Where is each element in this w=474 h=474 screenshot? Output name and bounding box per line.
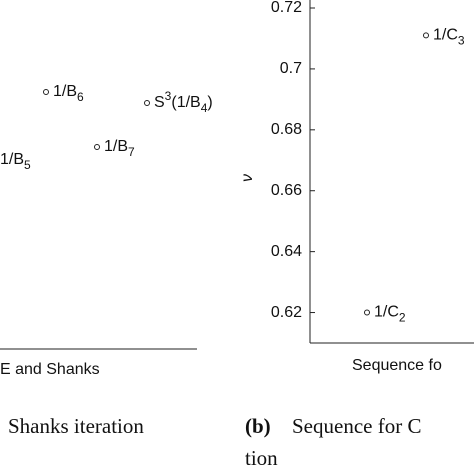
y-axis-label: ν (239, 174, 256, 182)
point (94, 144, 100, 150)
y-tick-label: 0.72 (271, 0, 302, 16)
label-part: 4 (201, 101, 208, 115)
left-caption: Shanks iteration (8, 414, 144, 438)
label-part: 1/B (53, 83, 77, 100)
point-label: 1/B5 (0, 151, 31, 172)
label-part: 2 (399, 311, 406, 325)
left-x-label: E and Shanks (0, 361, 100, 378)
y-tick-label: 0.7 (280, 60, 302, 77)
label-part: 7 (128, 145, 135, 159)
y-tick-label: 0.66 (271, 182, 302, 199)
label-part: 1/B (104, 138, 128, 155)
caption-line: tion (245, 446, 278, 470)
label-part: S (154, 94, 165, 111)
label-part: 5 (24, 158, 31, 172)
label-part: ) (207, 94, 212, 111)
label-part: 1/B (0, 151, 24, 168)
y-tick-label: 0.62 (271, 304, 302, 321)
label-part: 1/C (374, 304, 399, 321)
point-label: 1/C3 (433, 27, 465, 48)
point-label: 1/C2 (374, 304, 406, 325)
label-part: 3 (165, 89, 172, 103)
label-part: 1/C (433, 27, 458, 44)
x-axis-label: Sequence fo (352, 357, 442, 374)
point-label: S3(1/B4) (154, 89, 213, 115)
caption-line: Sequence for C (292, 414, 421, 438)
label-part: 6 (77, 90, 84, 104)
point-label: 1/B7 (104, 138, 135, 159)
y-tick-label: 0.64 (271, 243, 302, 260)
label-part: (1/B (171, 94, 200, 111)
point (423, 32, 429, 39)
point-label: 1/B6 (53, 83, 84, 104)
y-tick-label: 0.68 (271, 121, 302, 138)
label-part: 3 (458, 34, 465, 48)
caption-tag: (b) (245, 414, 271, 438)
point (144, 100, 150, 106)
point (364, 309, 370, 316)
point (43, 89, 49, 95)
